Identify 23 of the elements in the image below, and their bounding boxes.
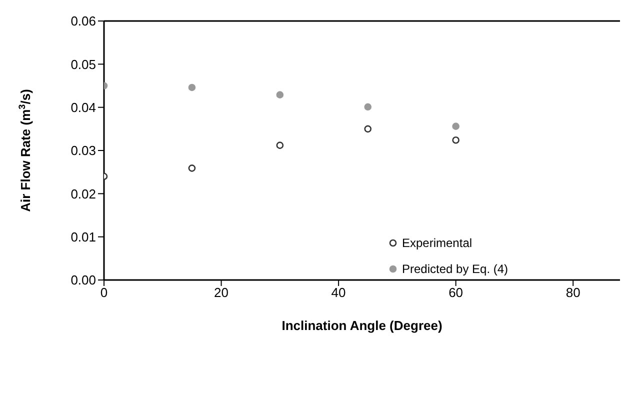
point (188, 164, 196, 172)
y-tick-label: 0.00 (70, 272, 96, 288)
x-axis-title: Inclination Angle (Degree) (282, 318, 442, 333)
point (452, 136, 460, 144)
y-tick-label: 0.01 (70, 229, 96, 244)
x-tick-label: 40 (331, 285, 346, 300)
x-tick-label: 20 (214, 285, 229, 300)
point (276, 91, 284, 98)
point (188, 84, 196, 92)
x-tick-label: 80 (566, 285, 580, 300)
y-tick-label: 0.04 (70, 100, 96, 115)
legend-label: Experimental (402, 236, 472, 250)
point (452, 122, 460, 130)
point (364, 103, 372, 111)
x-tick-label: 60 (448, 285, 464, 300)
y-tick-label: 0.02 (70, 186, 96, 202)
y-tick-label: 0.03 (70, 143, 96, 158)
point (364, 125, 372, 133)
point (276, 142, 284, 149)
x-tick-label: 0 (100, 285, 108, 300)
legend-label: Predicted by Eq. (4) (402, 262, 508, 276)
y-tick-label: 0.06 (70, 14, 96, 29)
y-tick-label: 0.05 (70, 56, 96, 72)
